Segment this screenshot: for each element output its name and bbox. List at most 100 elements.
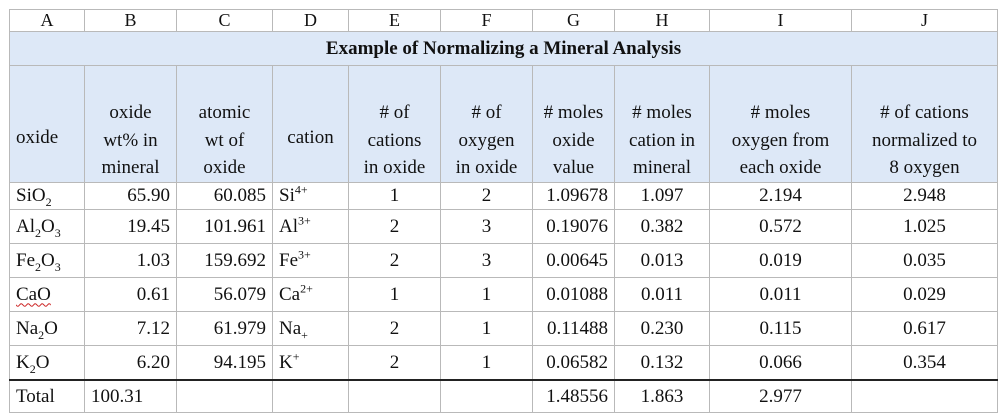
cell-empty[interactable]	[272, 379, 349, 413]
column-header-e[interactable]: E	[348, 9, 441, 32]
table-row: SiO2 65.90 60.085 Si4+ 1 2 1.09678 1.097…	[9, 182, 998, 210]
cell-oxide[interactable]: SiO2	[9, 182, 85, 210]
cell-cations[interactable]: 1	[348, 182, 441, 210]
cell-mol-cation[interactable]: 0.132	[614, 345, 710, 381]
cell-atomic[interactable]: 159.692	[176, 243, 273, 278]
cell-oxide[interactable]: K2O	[9, 345, 85, 381]
table-row: Al2O3 19.45 101.961 Al3+ 2 3 0.19076 0.3…	[9, 209, 998, 244]
cell-mol-oxide[interactable]: 0.00645	[532, 243, 615, 278]
cell-mol-oxygen[interactable]: 0.011	[709, 277, 852, 312]
cell-mol-oxide[interactable]: 0.06582	[532, 345, 615, 381]
cell-wt[interactable]: 19.45	[84, 209, 177, 244]
cell-mol-cation[interactable]: 0.013	[614, 243, 710, 278]
cell-empty[interactable]	[851, 379, 998, 413]
cell-cations[interactable]: 2	[348, 345, 441, 381]
total-mol-oxide[interactable]: 1.48556	[532, 379, 615, 413]
cell-wt[interactable]: 0.61	[84, 277, 177, 312]
cell-cations[interactable]: 1	[348, 277, 441, 312]
cell-mol-cation[interactable]: 0.230	[614, 311, 710, 346]
cell-atomic[interactable]: 101.961	[176, 209, 273, 244]
cell-oxide[interactable]: Na2O	[9, 311, 85, 346]
header-normalized[interactable]: # of cations normalized to 8 oxygen	[851, 65, 998, 183]
cell-oxygen[interactable]: 2	[440, 182, 533, 210]
column-header-j[interactable]: J	[851, 9, 998, 32]
total-label[interactable]: Total	[9, 379, 85, 413]
header-oxide-wt[interactable]: oxide wt% in mineral	[84, 65, 177, 183]
cell-normalized[interactable]: 0.029	[851, 277, 998, 312]
cell-normalized[interactable]: 0.354	[851, 345, 998, 381]
header-cation[interactable]: cation	[272, 65, 349, 183]
cell-oxygen[interactable]: 3	[440, 243, 533, 278]
cell-cation[interactable]: Fe3+	[272, 243, 349, 278]
column-header-a[interactable]: A	[9, 9, 85, 32]
cell-cation[interactable]: K+	[272, 345, 349, 381]
table-row: Fe2O3 1.03 159.692 Fe3+ 2 3 0.00645 0.01…	[9, 243, 998, 278]
cell-mol-cation[interactable]: 1.097	[614, 182, 710, 210]
cell-normalized[interactable]: 1.025	[851, 209, 998, 244]
cell-oxygen[interactable]: 1	[440, 311, 533, 346]
column-header-c[interactable]: C	[176, 9, 273, 32]
header-oxygen-in-oxide[interactable]: # of oxygen in oxide	[440, 65, 533, 183]
column-header-g[interactable]: G	[532, 9, 615, 32]
cell-mol-oxide[interactable]: 0.19076	[532, 209, 615, 244]
cell-normalized[interactable]: 0.035	[851, 243, 998, 278]
cell-oxide[interactable]: CaO	[9, 277, 85, 312]
cell-oxygen[interactable]: 1	[440, 345, 533, 381]
cell-empty[interactable]	[176, 379, 273, 413]
cell-cation[interactable]: Na+	[272, 311, 349, 346]
cell-mol-cation[interactable]: 0.011	[614, 277, 710, 312]
cell-empty[interactable]	[440, 379, 533, 413]
cell-cations[interactable]: 2	[348, 243, 441, 278]
cell-atomic[interactable]: 94.195	[176, 345, 273, 381]
cell-mol-oxygen[interactable]: 0.066	[709, 345, 852, 381]
cell-cations[interactable]: 2	[348, 311, 441, 346]
cell-wt[interactable]: 1.03	[84, 243, 177, 278]
cell-mol-oxide[interactable]: 0.11488	[532, 311, 615, 346]
cell-mol-oxygen[interactable]: 2.194	[709, 182, 852, 210]
cell-empty[interactable]	[348, 379, 441, 413]
cell-oxide[interactable]: Fe2O3	[9, 243, 85, 278]
total-row: Total 100.31 1.48556 1.863 2.977	[9, 379, 998, 413]
cell-oxygen[interactable]: 1	[440, 277, 533, 312]
cell-cation[interactable]: Ca2+	[272, 277, 349, 312]
header-cations-in-oxide[interactable]: # of cations in oxide	[348, 65, 441, 183]
cell-atomic[interactable]: 56.079	[176, 277, 273, 312]
column-header-d[interactable]: D	[272, 9, 349, 32]
total-wt[interactable]: 100.31	[84, 379, 177, 413]
mineral-analysis-table: A B C D E F G H I J Example of Normalizi…	[9, 9, 998, 413]
header-moles-oxide[interactable]: # moles oxide value	[532, 65, 615, 183]
cell-cation[interactable]: Al3+	[272, 209, 349, 244]
cell-mol-oxygen[interactable]: 0.572	[709, 209, 852, 244]
cell-mol-oxygen[interactable]: 0.019	[709, 243, 852, 278]
column-header-b[interactable]: B	[84, 9, 177, 32]
cell-wt[interactable]: 7.12	[84, 311, 177, 346]
header-row: oxide oxide wt% in mineral atomic wt of oxid…	[9, 65, 998, 183]
cell-mol-cation[interactable]: 0.382	[614, 209, 710, 244]
cell-normalized[interactable]: 0.617	[851, 311, 998, 346]
cell-oxide[interactable]: Al2O3	[9, 209, 85, 244]
cell-mol-oxygen[interactable]: 0.115	[709, 311, 852, 346]
column-letter-row: A B C D E F G H I J	[9, 9, 998, 32]
column-header-f[interactable]: F	[440, 9, 533, 32]
cell-cation[interactable]: Si4+	[272, 182, 349, 210]
cell-oxygen[interactable]: 3	[440, 209, 533, 244]
cell-cations[interactable]: 2	[348, 209, 441, 244]
table-title[interactable]: Example of Normalizing a Mineral Analysi…	[9, 31, 998, 66]
cell-wt[interactable]: 6.20	[84, 345, 177, 381]
header-moles-cation[interactable]: # moles cation in mineral	[614, 65, 710, 183]
cell-mol-oxide[interactable]: 1.09678	[532, 182, 615, 210]
table-row: K2O 6.20 94.195 K+ 2 1 0.06582 0.132 0.0…	[9, 345, 998, 381]
header-moles-oxygen[interactable]: # moles oxygen from each oxide	[709, 65, 852, 183]
header-atomic-wt[interactable]: atomic wt of oxide	[176, 65, 273, 183]
cell-normalized[interactable]: 2.948	[851, 182, 998, 210]
header-oxide[interactable]: oxide	[9, 65, 85, 183]
cell-wt[interactable]: 65.90	[84, 182, 177, 210]
cell-atomic[interactable]: 61.979	[176, 311, 273, 346]
cell-atomic[interactable]: 60.085	[176, 182, 273, 210]
column-header-i[interactable]: I	[709, 9, 852, 32]
cell-mol-oxide[interactable]: 0.01088	[532, 277, 615, 312]
total-mol-cation[interactable]: 1.863	[614, 379, 710, 413]
total-mol-oxygen[interactable]: 2.977	[709, 379, 852, 413]
column-header-h[interactable]: H	[614, 9, 710, 32]
